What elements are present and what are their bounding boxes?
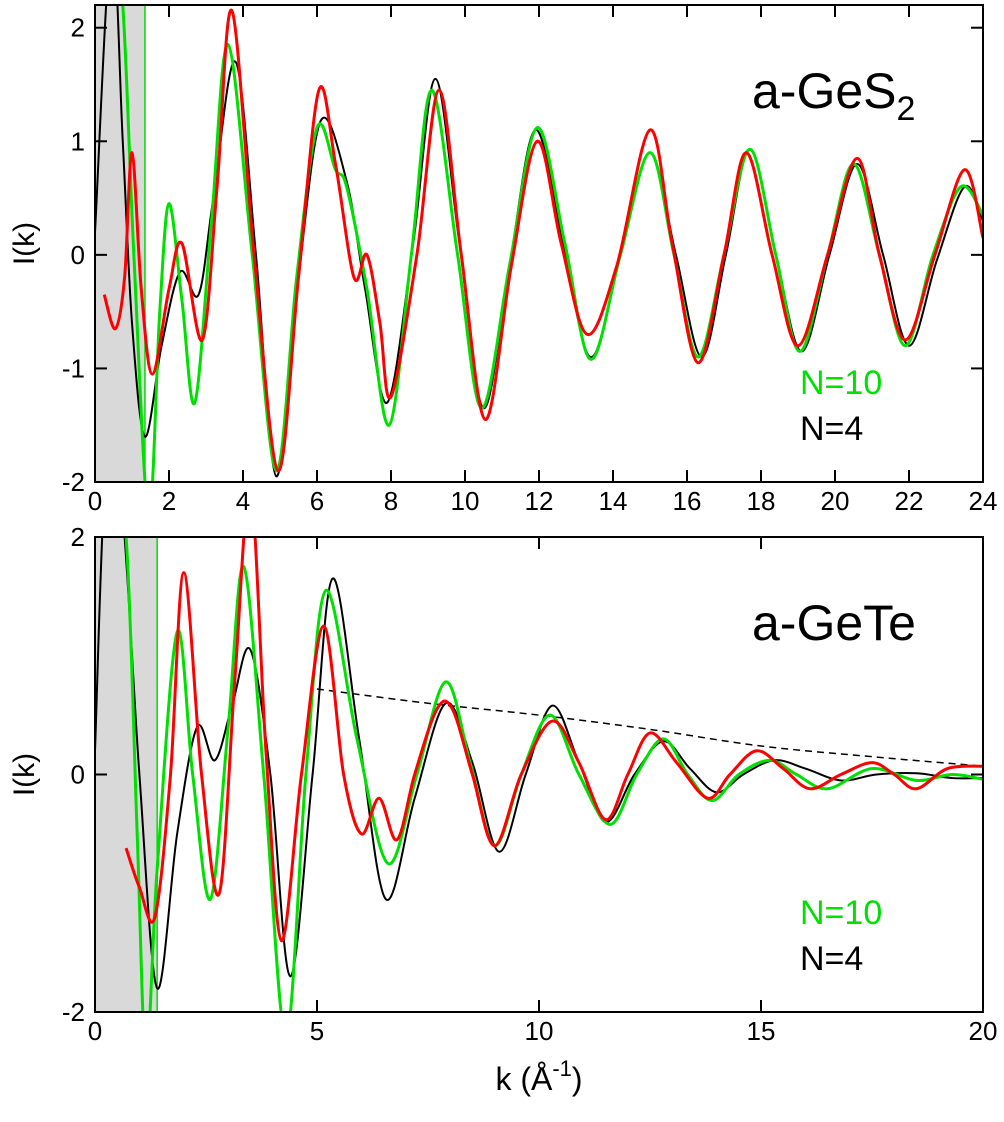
x-tick-label: 24 (969, 486, 998, 516)
plot-area (95, 5, 983, 482)
x-axis-label-part: ) (572, 1061, 583, 1097)
y-tick-label: 0 (71, 240, 85, 270)
y-tick-label: -2 (62, 997, 85, 1027)
y-tick-label: -2 (62, 467, 85, 497)
legend-label: N=10 (800, 894, 882, 932)
y-tick-label: 2 (71, 13, 85, 43)
x-tick-label: 0 (88, 486, 102, 516)
annotation: a-GeTe (752, 595, 916, 651)
x-axis-label: k (Å-1) (495, 1056, 582, 1097)
x-tick-label: 10 (525, 1016, 554, 1046)
annotation: a-GeS2 (752, 63, 915, 128)
legend-label: N=10 (800, 364, 882, 402)
x-tick-label: 0 (88, 1016, 102, 1046)
x-tick-label: 5 (310, 1016, 324, 1046)
x-tick-label: 16 (673, 486, 702, 516)
legend-label: N=4 (800, 410, 863, 448)
annotation-part: a-GeS (752, 63, 897, 119)
x-tick-label: 20 (821, 486, 850, 516)
series-line (124, 537, 983, 1012)
panel: 0 2 4 6 8 10 12 14 16 18 20 22 24-2-1012I(k)a-GeS2N=… (8, 4, 998, 516)
x-tick-label: 6 (310, 486, 324, 516)
x-tick-label: 10 (451, 486, 480, 516)
x-tick-label: 8 (384, 486, 398, 516)
x-axis-label-part: -1 (552, 1056, 572, 1081)
x-tick-label: 2 (162, 486, 176, 516)
y-axis-label: I(k) (8, 222, 41, 265)
y-axis-label: I(k) (8, 753, 41, 796)
x-tick-label: 14 (599, 486, 628, 516)
annotation-part: a-GeTe (752, 595, 916, 651)
x-tick-label: 15 (747, 1016, 776, 1046)
y-tick-label: -1 (62, 353, 85, 383)
x-tick-label: 22 (895, 486, 924, 516)
x-tick-label: 4 (236, 486, 250, 516)
series-line (124, 537, 983, 943)
legend-label: N=4 (800, 940, 863, 978)
x-tick-label: 18 (747, 486, 776, 516)
y-tick-label: 1 (71, 126, 85, 156)
envelope-line (316, 688, 983, 767)
x-axis-label-part: k (Å (495, 1061, 553, 1097)
series-line (121, 5, 983, 482)
annotation-part: 2 (897, 90, 916, 128)
series-line (95, 537, 983, 990)
y-tick-label: 2 (71, 522, 85, 552)
x-tick-label: 20 (969, 1016, 998, 1046)
y-tick-label: 0 (71, 760, 85, 790)
series-line (102, 8, 983, 473)
x-tick-label: 12 (525, 486, 554, 516)
